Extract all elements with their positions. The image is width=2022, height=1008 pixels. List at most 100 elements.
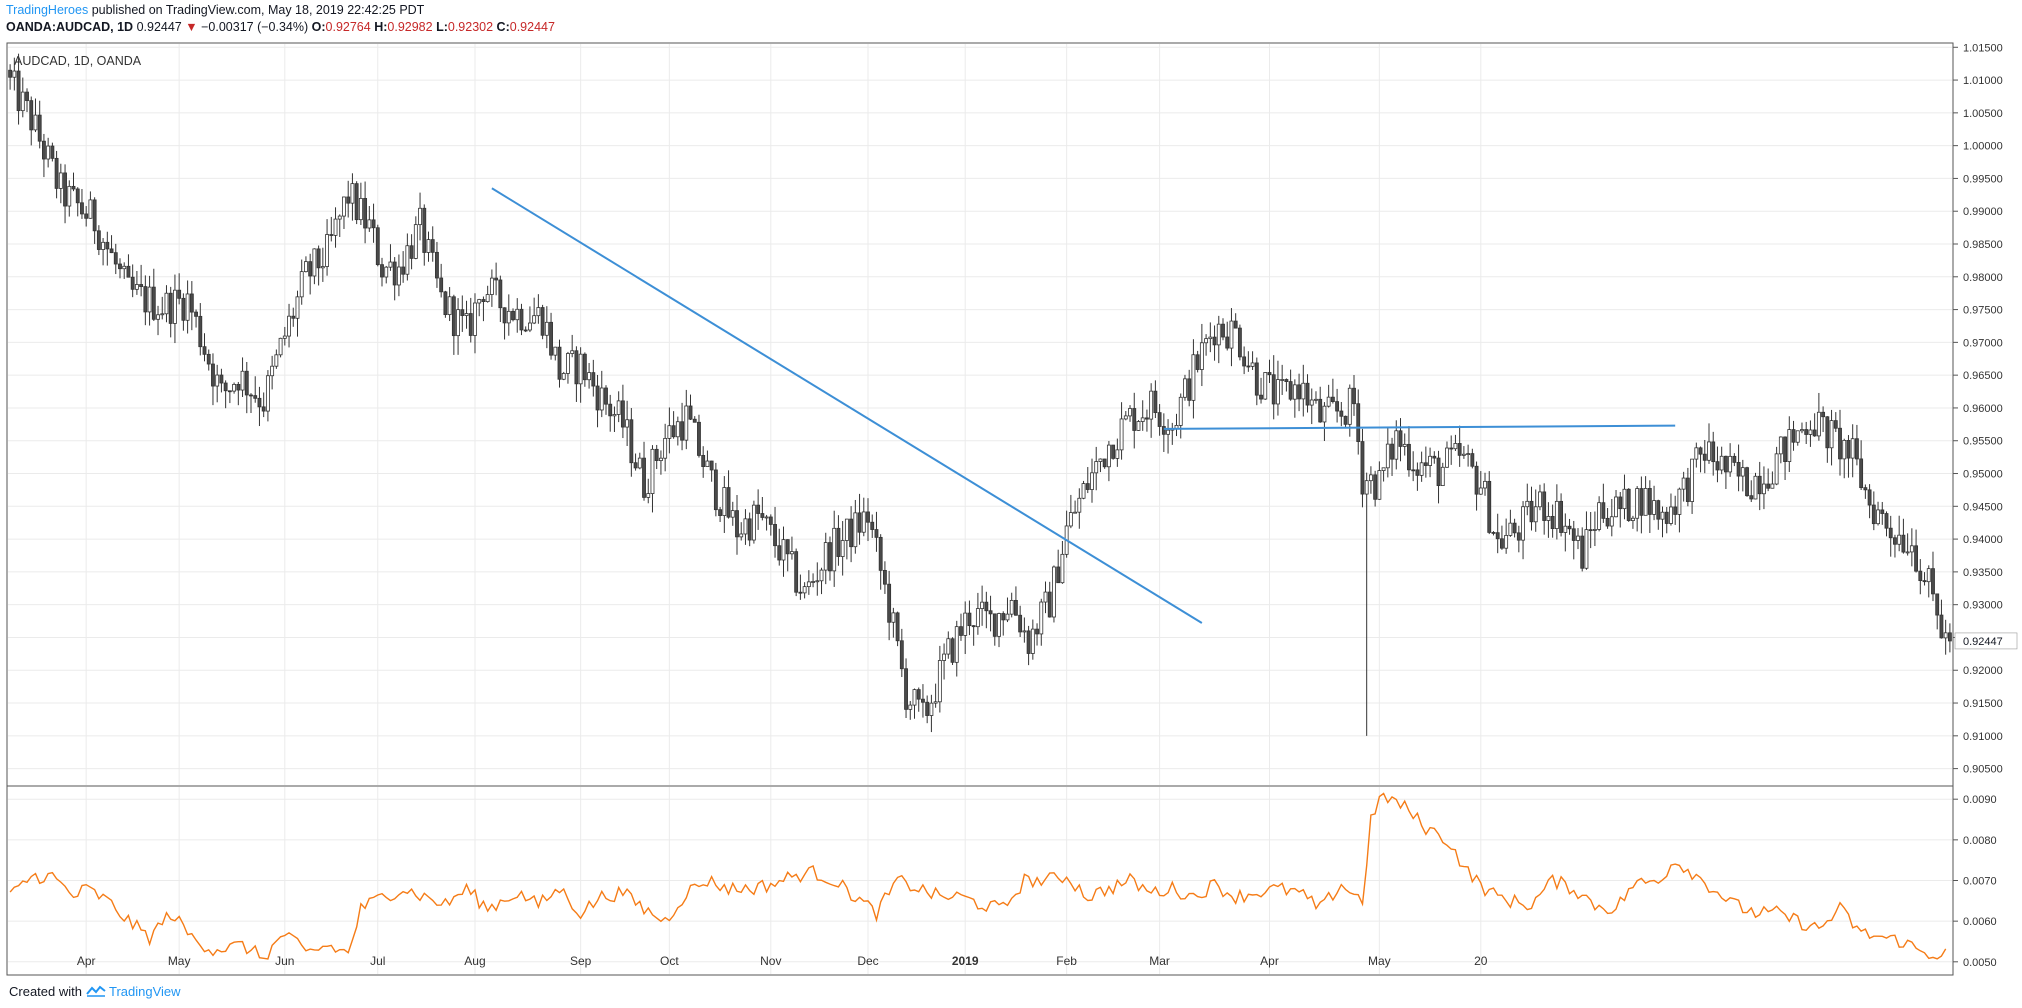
candle bbox=[1077, 497, 1082, 513]
candle bbox=[42, 140, 46, 160]
tradingview-brand[interactable]: TradingView bbox=[109, 984, 181, 999]
candle bbox=[1145, 417, 1149, 420]
candle bbox=[1073, 511, 1078, 514]
candle bbox=[1094, 461, 1099, 474]
candle bbox=[1043, 591, 1048, 603]
candle bbox=[781, 539, 786, 561]
candle bbox=[743, 518, 748, 535]
candle bbox=[325, 234, 329, 267]
candle bbox=[637, 457, 642, 469]
candle bbox=[1411, 469, 1416, 472]
price-scale[interactable]: 0.905000.910000.915000.920000.925000.930… bbox=[1953, 42, 2003, 776]
candle bbox=[92, 199, 97, 232]
candle bbox=[1876, 509, 1880, 525]
candle bbox=[468, 313, 473, 336]
candle bbox=[1457, 443, 1462, 456]
candle bbox=[895, 612, 900, 642]
candle bbox=[312, 248, 317, 277]
candle bbox=[1626, 488, 1631, 521]
candle bbox=[147, 286, 152, 313]
candle bbox=[54, 157, 59, 189]
candle bbox=[870, 521, 875, 530]
candle bbox=[1246, 365, 1251, 368]
candle bbox=[96, 230, 101, 250]
candle bbox=[1254, 362, 1259, 396]
candle bbox=[308, 261, 313, 277]
candle bbox=[164, 292, 169, 315]
candle bbox=[282, 335, 287, 339]
candle bbox=[549, 321, 553, 356]
candle bbox=[1846, 439, 1851, 459]
candle bbox=[697, 421, 701, 456]
candle bbox=[384, 266, 389, 278]
candle bbox=[1901, 534, 1906, 553]
candle bbox=[1652, 500, 1656, 515]
candle bbox=[498, 279, 503, 309]
candle bbox=[1056, 566, 1061, 584]
candle bbox=[304, 261, 308, 273]
candle bbox=[1204, 338, 1209, 344]
candle bbox=[143, 286, 148, 313]
candle bbox=[1373, 474, 1378, 500]
author-link[interactable]: TradingHeroes bbox=[6, 3, 89, 17]
candle bbox=[929, 702, 934, 716]
candle bbox=[75, 188, 80, 204]
tradingview-logo-icon bbox=[85, 984, 109, 999]
candle bbox=[1791, 429, 1796, 443]
candle bbox=[337, 215, 342, 220]
candle bbox=[1018, 614, 1023, 633]
candle bbox=[866, 511, 870, 523]
candle bbox=[663, 437, 668, 459]
time-axis-label: 20 bbox=[1474, 954, 1488, 968]
candle bbox=[591, 372, 596, 387]
indicator-tick-label: 0.0070 bbox=[1963, 876, 1997, 888]
candle bbox=[1605, 517, 1610, 527]
candle bbox=[1263, 372, 1268, 400]
candle bbox=[1787, 429, 1792, 462]
candle bbox=[173, 289, 177, 324]
published-text: published on TradingView.com, May 18, 20… bbox=[91, 3, 425, 17]
candle bbox=[1778, 436, 1783, 455]
candle bbox=[443, 291, 448, 316]
candle bbox=[1808, 429, 1813, 435]
candle bbox=[680, 421, 684, 441]
candle bbox=[1115, 449, 1120, 459]
candle bbox=[1821, 411, 1826, 418]
candle bbox=[1085, 483, 1090, 490]
candle bbox=[1554, 500, 1559, 530]
candle bbox=[688, 405, 693, 420]
candle bbox=[1707, 441, 1711, 461]
candle bbox=[50, 145, 55, 159]
high-label: H: bbox=[374, 20, 388, 34]
candle bbox=[270, 365, 275, 377]
candle bbox=[405, 245, 410, 275]
candle bbox=[316, 248, 321, 269]
candle bbox=[1884, 513, 1889, 529]
candle bbox=[354, 183, 359, 221]
candle bbox=[608, 403, 613, 417]
candle bbox=[67, 185, 72, 207]
candle bbox=[485, 294, 490, 303]
candle bbox=[1871, 504, 1876, 525]
candle bbox=[937, 660, 942, 703]
last-price-tag-box bbox=[1954, 632, 2018, 650]
candle bbox=[1466, 453, 1471, 455]
candle bbox=[1347, 387, 1352, 425]
candle bbox=[236, 383, 241, 391]
candle bbox=[1931, 568, 1935, 595]
candle bbox=[464, 313, 469, 316]
candle bbox=[1571, 528, 1576, 541]
candle bbox=[426, 239, 431, 253]
price-tick-label: 0.92000 bbox=[1963, 665, 2003, 677]
candle bbox=[1445, 447, 1449, 468]
trendlines[interactable] bbox=[491, 187, 1676, 624]
candle bbox=[1330, 396, 1335, 402]
candle bbox=[198, 315, 203, 348]
candle bbox=[747, 518, 752, 541]
candle bbox=[616, 400, 621, 415]
candle bbox=[840, 540, 845, 557]
candle bbox=[1854, 438, 1859, 460]
candle bbox=[477, 299, 482, 304]
price-chart[interactable]: Apr May Jun Jul Aug Sep Oct Nov Dec 2019 Feb Mar Apr… bbox=[0, 0, 2022, 980]
candle bbox=[566, 353, 570, 374]
